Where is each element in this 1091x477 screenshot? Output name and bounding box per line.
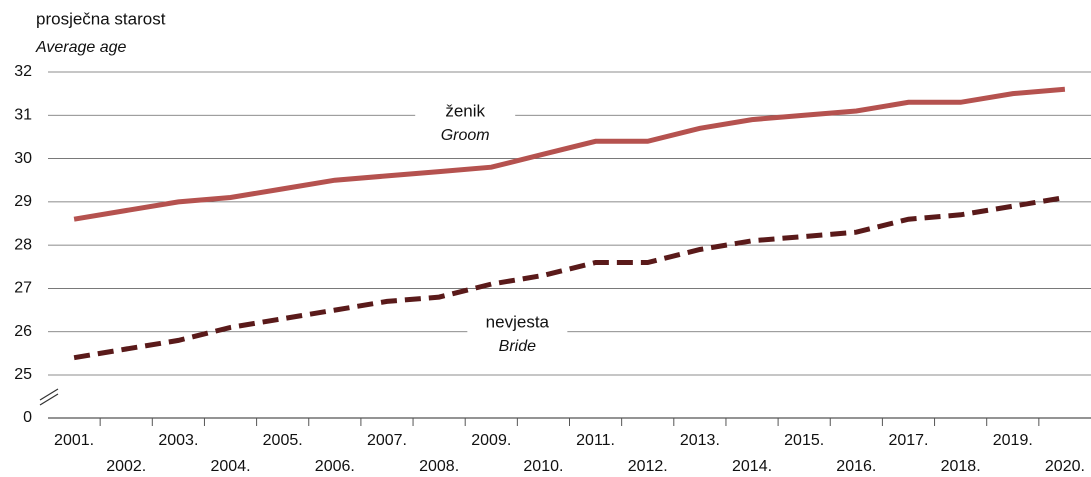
x-tick-label: 2020. — [1045, 458, 1085, 475]
y-tick-label: 32 — [14, 63, 32, 80]
x-tick-label: 2010. — [523, 458, 563, 475]
y-tick-label: 28 — [14, 236, 32, 253]
y-tick-label: 31 — [14, 107, 32, 124]
x-tick-label: 2004. — [211, 458, 251, 475]
axis-break — [39, 393, 59, 406]
y-tick-label: 25 — [14, 366, 32, 383]
y-tick-label: 29 — [14, 193, 32, 210]
x-tick-label: 2009. — [471, 432, 511, 449]
chart-title: prosječna starost — [36, 9, 166, 28]
y-tick-label: 27 — [14, 280, 32, 297]
x-tick-label: 2007. — [367, 432, 407, 449]
series-label: ženik — [445, 101, 485, 120]
chart-subtitle: Average age — [35, 39, 127, 56]
x-tick-label: 2016. — [836, 458, 876, 475]
y-tick-label: 0 — [23, 409, 32, 426]
x-tick-label: 2014. — [732, 458, 772, 475]
y-tick-label: 30 — [14, 150, 32, 167]
x-tick-label: 2008. — [419, 458, 459, 475]
series-line — [73, 86, 1066, 222]
series-label-en: Groom — [441, 127, 490, 144]
x-tick-label: 2017. — [888, 432, 928, 449]
x-tick-label: 2015. — [784, 432, 824, 449]
series-label: nevjesta — [486, 312, 550, 331]
x-tick-label: 2018. — [941, 458, 981, 475]
x-tick-label: 2019. — [993, 432, 1033, 449]
series-line — [73, 195, 1066, 361]
x-tick-label: 2012. — [628, 458, 668, 475]
x-tick-label: 2013. — [680, 432, 720, 449]
x-tick-label: 2001. — [54, 432, 94, 449]
y-tick-label: 26 — [14, 323, 32, 340]
x-tick-label: 2006. — [315, 458, 355, 475]
x-tick-label: 2002. — [106, 458, 146, 475]
x-tick-label: 2011. — [576, 432, 615, 449]
x-tick-label: 2005. — [263, 432, 303, 449]
series-label-en: Bride — [499, 338, 536, 355]
label-bg — [467, 310, 568, 360]
axis-break — [39, 388, 59, 401]
label-bg — [415, 99, 516, 149]
x-tick-label: 2003. — [158, 432, 198, 449]
